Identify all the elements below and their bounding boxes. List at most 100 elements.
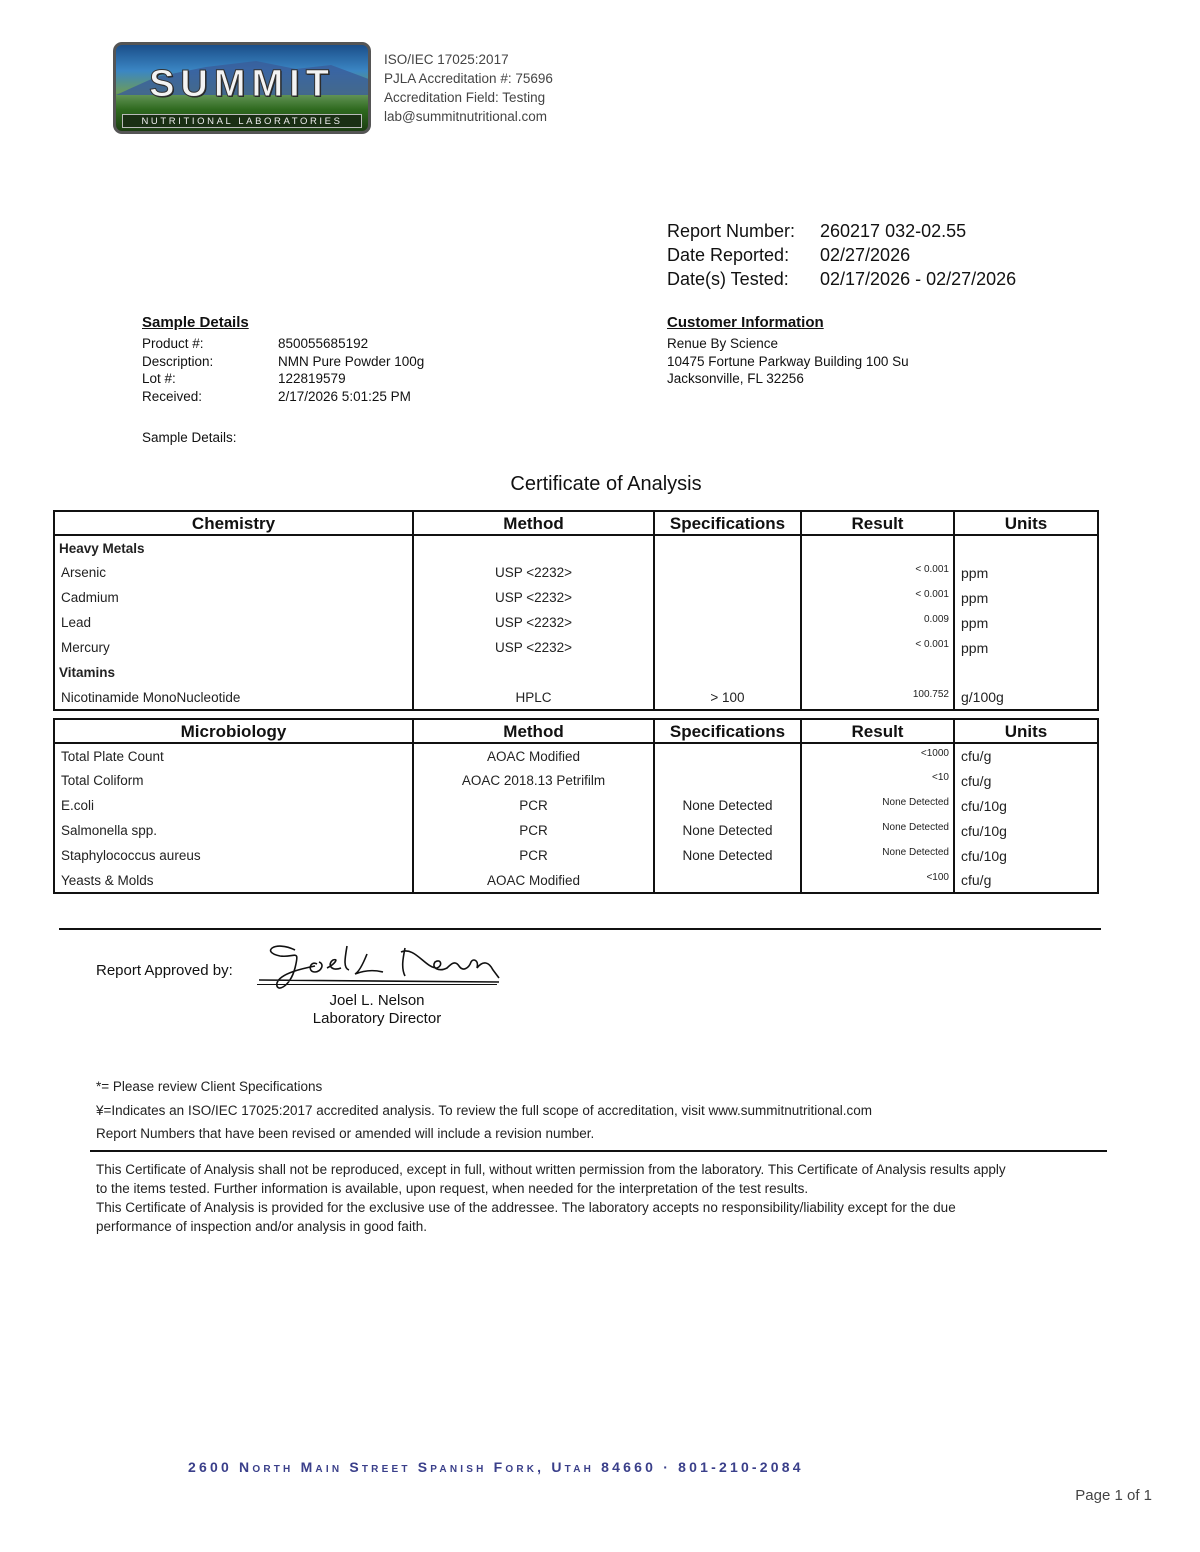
product-value: 850055685192 (278, 336, 369, 351)
group-name: Vitamins (53, 660, 414, 685)
test-result: None Detected (800, 793, 955, 818)
logo-name: SUMMIT (149, 63, 335, 106)
product-label: Product #: (142, 336, 204, 351)
customer-name: Renue By Science (667, 336, 779, 351)
test-name: Mercury (53, 635, 414, 660)
disclaimer-line: This Certificate of Analysis shall not b… (96, 1162, 1006, 1177)
sample-details: Sample Details Product #: 850055685192 De… (142, 314, 424, 447)
disclaimer-line: performance of inspection and/or analysi… (96, 1219, 427, 1234)
test-units: cfu/10g (953, 793, 1099, 818)
test-result: < 0.001 (800, 560, 955, 585)
test-specification: None Detected (653, 793, 802, 818)
column-header: Chemistry (53, 510, 414, 536)
test-method: PCR (412, 818, 655, 843)
group-name: Heavy Metals (53, 535, 414, 560)
test-result: <1000 (800, 743, 955, 768)
description-label: Description: (142, 353, 214, 369)
document-title: Certificate of Analysis (510, 473, 702, 495)
customer-address-2: Jacksonville, FL 32256 (667, 371, 804, 386)
table-row: Cadmium USP <2232> < 0.001 ppm (53, 585, 1099, 610)
approver-name: Joel L. Nelson (329, 992, 425, 1009)
chemistry-table: Chemistry Method Specifications Result U… (53, 510, 1099, 711)
divider (90, 1150, 1107, 1152)
test-specification: None Detected (653, 843, 802, 868)
received-label: Received: (142, 388, 203, 404)
date-reported: 02/27/2026 (820, 245, 911, 265)
column-header: Microbiology (53, 718, 414, 744)
test-name: Lead (53, 610, 414, 635)
empty-cell (412, 660, 655, 685)
dates-tested: 02/17/2026 - 02/27/2026 (820, 269, 1017, 289)
table-row: Salmonella spp. PCR None Detected None Dete… (53, 818, 1099, 843)
test-name: Yeasts & Molds (53, 868, 414, 894)
column-header: Result (800, 510, 955, 536)
test-result: None Detected (800, 843, 955, 868)
column-header: Method (412, 718, 655, 744)
test-method: AOAC 2018.13 Petrifilm (412, 768, 655, 793)
test-result: < 0.001 (800, 585, 955, 610)
table-row: Yeasts & Molds AOAC Modified <100 cfu/g (53, 868, 1099, 894)
notes: *= Please review Client Specifications ¥… (96, 1075, 872, 1146)
disclaimer: This Certificate of Analysis shall not b… (96, 1160, 1006, 1236)
description-value: NMN Pure Powder 100g (278, 353, 425, 369)
microbiology-table: Microbiology Method Specifications Resul… (53, 718, 1099, 894)
test-result: <100 (800, 868, 955, 894)
accreditation-info: ISO/IEC 17025:2017 PJLA Accreditation #:… (384, 50, 553, 126)
test-units: ppm (953, 585, 1099, 610)
table-row: Total Plate Count AOAC Modified <1000 cfu/g (53, 743, 1099, 768)
report-number: 260217 032-02.55 (820, 221, 967, 241)
date-reported-label: Date Reported: (667, 245, 790, 265)
accreditation-line: Accreditation Field: Testing (384, 90, 546, 105)
report-info: Report Number: 260217 032-02.55 Date Repo… (667, 219, 1016, 291)
test-method: USP <2232> (412, 560, 655, 585)
accreditation-line: PJLA Accreditation #: 75696 (384, 71, 553, 86)
empty-cell (953, 660, 1099, 685)
test-specification (653, 635, 802, 660)
sample-details-label: Sample Details: (142, 430, 237, 445)
test-method: AOAC Modified (412, 868, 655, 894)
group-row: Heavy Metals (53, 535, 1099, 560)
test-units: cfu/g (953, 743, 1099, 768)
test-name: Salmonella spp. (53, 818, 414, 843)
test-units: cfu/g (953, 868, 1099, 894)
test-units: cfu/g (953, 768, 1099, 793)
table-row: Nicotinamide MonoNucleotide HPLC > 100 100.… (53, 685, 1099, 711)
dates-tested-label: Date(s) Tested: (667, 269, 789, 289)
test-method: USP <2232> (412, 585, 655, 610)
column-header: Units (953, 718, 1099, 744)
table-row: E.coli PCR None Detected None Detected cfu/1… (53, 793, 1099, 818)
empty-cell (412, 535, 655, 560)
test-result: 0.009 (800, 610, 955, 635)
approved-by-label: Report Approved by: (96, 962, 233, 979)
customer-info-heading: Customer Information (667, 314, 824, 331)
test-units: cfu/10g (953, 818, 1099, 843)
test-name: Staphylococcus aureus (53, 843, 414, 868)
approver-title: Laboratory Director (312, 1010, 442, 1027)
empty-cell (800, 535, 955, 560)
empty-cell (953, 535, 1099, 560)
sample-details-heading: Sample Details (142, 314, 249, 331)
test-method: PCR (412, 793, 655, 818)
note-line: Report Numbers that have been revised or… (96, 1126, 595, 1141)
lab-email: lab@summitnutritional.com (384, 109, 548, 124)
page-number: Page 1 of 1 (1075, 1487, 1152, 1504)
test-units: ppm (953, 610, 1099, 635)
disclaimer-line: to the items tested. Further information… (96, 1181, 809, 1196)
customer-info: Customer Information Renue By Science 10… (667, 314, 909, 388)
test-specification: None Detected (653, 818, 802, 843)
test-specification (653, 768, 802, 793)
test-name: Arsenic (53, 560, 414, 585)
customer-address-1: 10475 Fortune Parkway Building 100 Su (667, 353, 909, 369)
report-number-label: Report Number: (667, 221, 796, 241)
empty-cell (653, 535, 802, 560)
logo-subtitle: NUTRITIONAL LABORATORIES (122, 114, 362, 128)
table-row: Staphylococcus aureus PCR None Detected Non… (53, 843, 1099, 868)
test-specification (653, 743, 802, 768)
test-method: AOAC Modified (412, 743, 655, 768)
test-specification (653, 585, 802, 610)
table-row: Mercury USP <2232> < 0.001 ppm (53, 635, 1099, 660)
received-value: 2/17/2026 5:01:25 PM (278, 388, 411, 404)
empty-cell (800, 660, 955, 685)
lot-value: 122819579 (278, 371, 346, 386)
test-units: g/100g (953, 685, 1099, 711)
